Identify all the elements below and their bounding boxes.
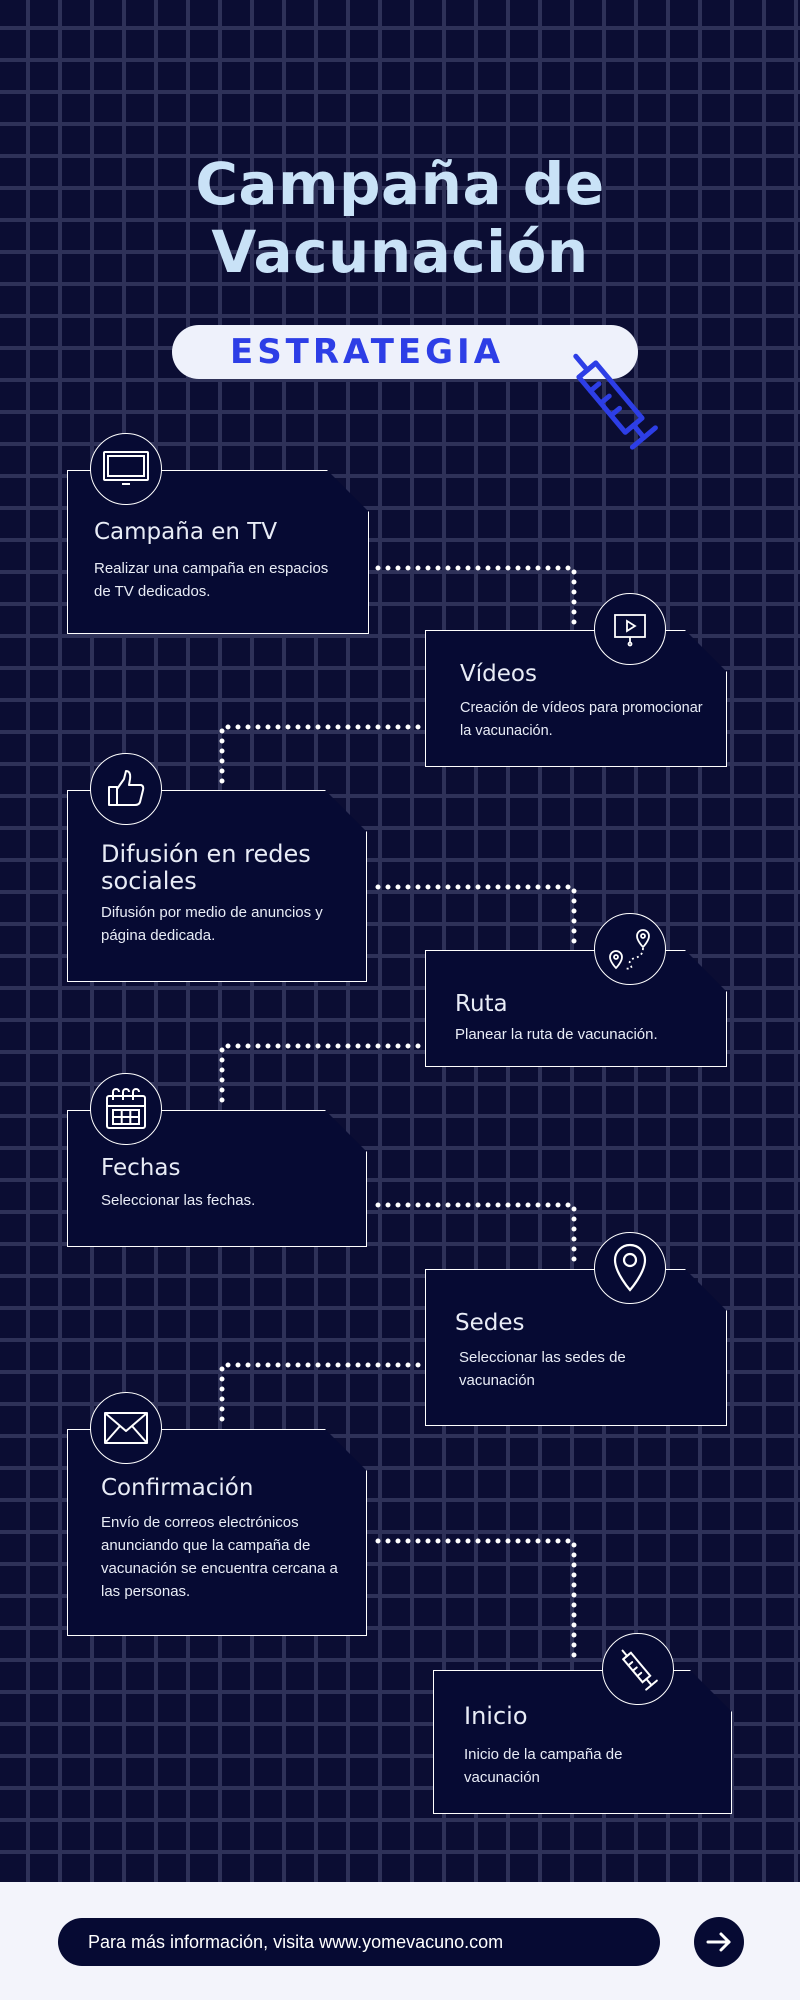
step-4-card: Ruta Planear la ruta de vacunación. bbox=[425, 950, 727, 1067]
step-5-title: Fechas bbox=[101, 1155, 181, 1181]
step-5-description: Seleccionar las fechas. bbox=[101, 1192, 256, 1209]
syringe-icon bbox=[621, 1649, 658, 1691]
step-6-icon-badge bbox=[594, 1232, 666, 1304]
strategy-label: ESTRATEGIA bbox=[229, 332, 505, 372]
step-1-title: Campaña en TV bbox=[94, 519, 278, 545]
step-6-card: Sedes Seleccionar las sedes de vacunació… bbox=[425, 1269, 727, 1426]
step-1-icon-badge bbox=[90, 433, 162, 505]
step-3-description: Difusión por medio de anuncios y página … bbox=[101, 904, 323, 944]
step-7-card: Confirmación Envío de correos electrónic… bbox=[67, 1429, 367, 1636]
step-8-card: Inicio Inicio de la campaña de vacunació… bbox=[433, 1670, 732, 1814]
step-4-title: Ruta bbox=[455, 991, 508, 1017]
step-2-card: Vídeos Creación de vídeos para promocion… bbox=[425, 630, 727, 767]
step-2-description: Creación de vídeos para promocionar la v… bbox=[460, 700, 703, 739]
step-7-title: Confirmación bbox=[101, 1475, 254, 1501]
step-2-title: Vídeos bbox=[460, 661, 537, 687]
step-7-description: Envío de correos electrónicos anunciando… bbox=[101, 1514, 338, 1600]
step-6-title: Sedes bbox=[455, 1310, 525, 1336]
video-presentation-icon bbox=[614, 614, 646, 647]
footer: Para más información, visita www.yomevac… bbox=[0, 1882, 800, 2000]
envelope-icon bbox=[104, 1412, 148, 1444]
step-8-icon-badge bbox=[602, 1633, 674, 1705]
route-map-icon bbox=[609, 929, 650, 970]
step-6-description: Seleccionar las sedes de vacunación bbox=[459, 1349, 626, 1389]
step-8-description: Inicio de la campaña de vacunación bbox=[464, 1746, 623, 1786]
step-3-icon-badge bbox=[90, 753, 162, 825]
info-link[interactable]: Para más información, visita www.yomevac… bbox=[58, 1918, 660, 1966]
tv-icon bbox=[103, 451, 149, 485]
strategy-banner: ESTRATEGIA bbox=[172, 325, 638, 379]
step-2-icon-badge bbox=[594, 593, 666, 665]
next-button[interactable] bbox=[694, 1917, 744, 1967]
thumbs-up-icon bbox=[108, 770, 145, 806]
step-3-title: Difusión en redes sociales bbox=[101, 840, 311, 895]
calendar-icon bbox=[106, 1088, 146, 1129]
page-title: Campaña de Vacunación bbox=[195, 150, 605, 286]
info-link-text: Para más información, visita www.yomevac… bbox=[88, 1932, 504, 1952]
step-8-title: Inicio bbox=[464, 1702, 528, 1730]
arrow-right-icon bbox=[706, 1932, 731, 1952]
step-1-description: Realizar una campaña en espacios de TV d… bbox=[94, 560, 329, 600]
step-4-description: Planear la ruta de vacunación. bbox=[455, 1026, 658, 1043]
syringe-icon bbox=[573, 353, 658, 450]
location-pin-icon bbox=[613, 1243, 647, 1292]
step-7-icon-badge bbox=[90, 1392, 162, 1464]
step-4-icon-badge bbox=[594, 913, 666, 985]
step-5-icon-badge bbox=[90, 1073, 162, 1145]
